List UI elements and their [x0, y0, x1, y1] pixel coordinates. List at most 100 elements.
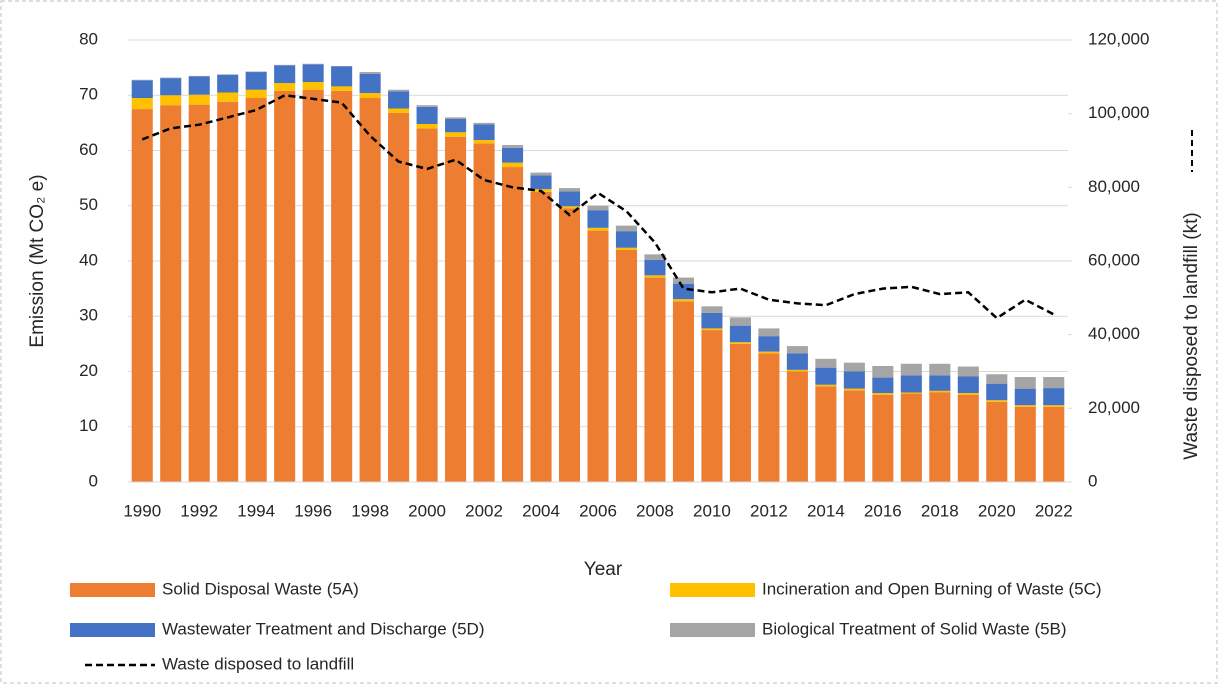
bar-segment: [416, 105, 438, 107]
bar-segment: [1043, 406, 1065, 482]
bar-segment: [587, 230, 609, 482]
bar-segment: [815, 367, 837, 385]
y-tick-label: 30: [79, 306, 98, 325]
bar-segment: [359, 73, 381, 94]
x-tick-label: 2014: [807, 501, 845, 520]
bar-segment: [758, 351, 780, 354]
bar-segment: [729, 325, 751, 343]
bar-segment: [445, 132, 467, 137]
bar-segment: [131, 79, 153, 81]
bar-segment: [502, 167, 524, 482]
bar-segment: [615, 231, 638, 248]
bar-segment: [701, 330, 723, 482]
bar-segment: [587, 205, 609, 211]
legend-swatch: [670, 623, 755, 637]
bar-segment: [1014, 406, 1036, 482]
y-tick-label: 10: [79, 416, 98, 435]
x-tick-label: 2020: [978, 501, 1016, 520]
bar-segment: [359, 93, 381, 99]
bar-segment: [558, 188, 581, 192]
bar-segment: [1043, 388, 1065, 406]
bar-segment: [644, 275, 666, 278]
bar-segment: [217, 92, 239, 102]
legend-label: Waste disposed to landfill: [162, 654, 354, 673]
bar-segment: [615, 249, 638, 482]
bar-segment: [302, 89, 324, 482]
bar-segment: [331, 86, 353, 91]
x-tick-label: 2000: [408, 501, 446, 520]
bar-segment: [957, 394, 979, 482]
bar-segment: [188, 75, 210, 77]
bar-segment: [986, 400, 1008, 402]
bar-segment: [473, 143, 495, 482]
bar-segment: [957, 376, 979, 394]
x-tick-label: 1990: [123, 501, 161, 520]
bar-segment: [131, 98, 153, 110]
bar-segment: [729, 342, 751, 344]
bar-segment: [957, 393, 979, 395]
bar-segment: [872, 377, 894, 394]
bar-segment: [502, 147, 524, 163]
y-tick-label: 0: [89, 471, 98, 490]
bar-segment: [986, 383, 1008, 401]
bar-segment: [1043, 377, 1065, 389]
bar-segment: [558, 208, 581, 482]
bar-segment: [188, 76, 210, 95]
bar-segment: [160, 77, 182, 79]
bar-segment: [245, 72, 267, 90]
y-tick-label: 50: [79, 195, 98, 214]
legend-label: Biological Treatment of Solid Waste (5B): [762, 619, 1067, 638]
bar-segment: [416, 106, 438, 124]
bar-segment: [900, 392, 922, 394]
bar-segment: [843, 362, 865, 372]
bar-segment: [843, 388, 865, 391]
x-tick-label: 2006: [579, 501, 617, 520]
bar-segment: [1043, 405, 1065, 407]
bar-segment: [644, 277, 666, 482]
bar-segment: [530, 172, 552, 176]
bar-segment: [302, 64, 324, 82]
bar-segment: [1014, 377, 1036, 389]
bar-segment: [644, 254, 666, 260]
bar-segment: [245, 89, 267, 99]
bar-segment: [388, 112, 410, 483]
bar-segment: [188, 94, 210, 105]
bar-segment: [160, 105, 182, 482]
bar-segment: [786, 371, 808, 482]
y2-tick-label: 80,000: [1088, 177, 1140, 196]
bar-segment: [416, 128, 438, 482]
x-tick-label: 2016: [864, 501, 902, 520]
bar-segment: [473, 124, 495, 141]
y-tick-label: 60: [79, 140, 98, 159]
legend-label: Wastewater Treatment and Discharge (5D): [162, 619, 485, 638]
y-tick-label: 80: [79, 29, 98, 48]
bar-segment: [872, 394, 894, 482]
bar-segment: [644, 259, 666, 276]
bar-segment: [245, 71, 267, 73]
bar-segment: [416, 123, 438, 129]
bar-segment: [701, 306, 723, 313]
x-tick-label: 1998: [351, 501, 389, 520]
bar-segment: [672, 301, 694, 482]
bar-segment: [672, 283, 694, 300]
bar-segment: [900, 393, 922, 482]
y-tick-label: 40: [79, 250, 98, 269]
bar-segment: [558, 206, 581, 209]
bar-segment: [445, 136, 467, 482]
bar-segment: [473, 122, 495, 125]
bar-segment: [587, 227, 609, 231]
bar-segment: [530, 191, 552, 482]
bar-segment: [217, 74, 239, 93]
bar-segment: [331, 90, 353, 482]
bar-segment: [217, 101, 239, 482]
bar-segment: [615, 225, 638, 232]
y-tick-label: 70: [79, 85, 98, 104]
y2-tick-label: 20,000: [1088, 398, 1140, 417]
bar-segment: [388, 91, 410, 109]
bar-segment: [302, 63, 324, 65]
bar-segment: [758, 353, 780, 482]
legend-swatch: [70, 623, 155, 637]
